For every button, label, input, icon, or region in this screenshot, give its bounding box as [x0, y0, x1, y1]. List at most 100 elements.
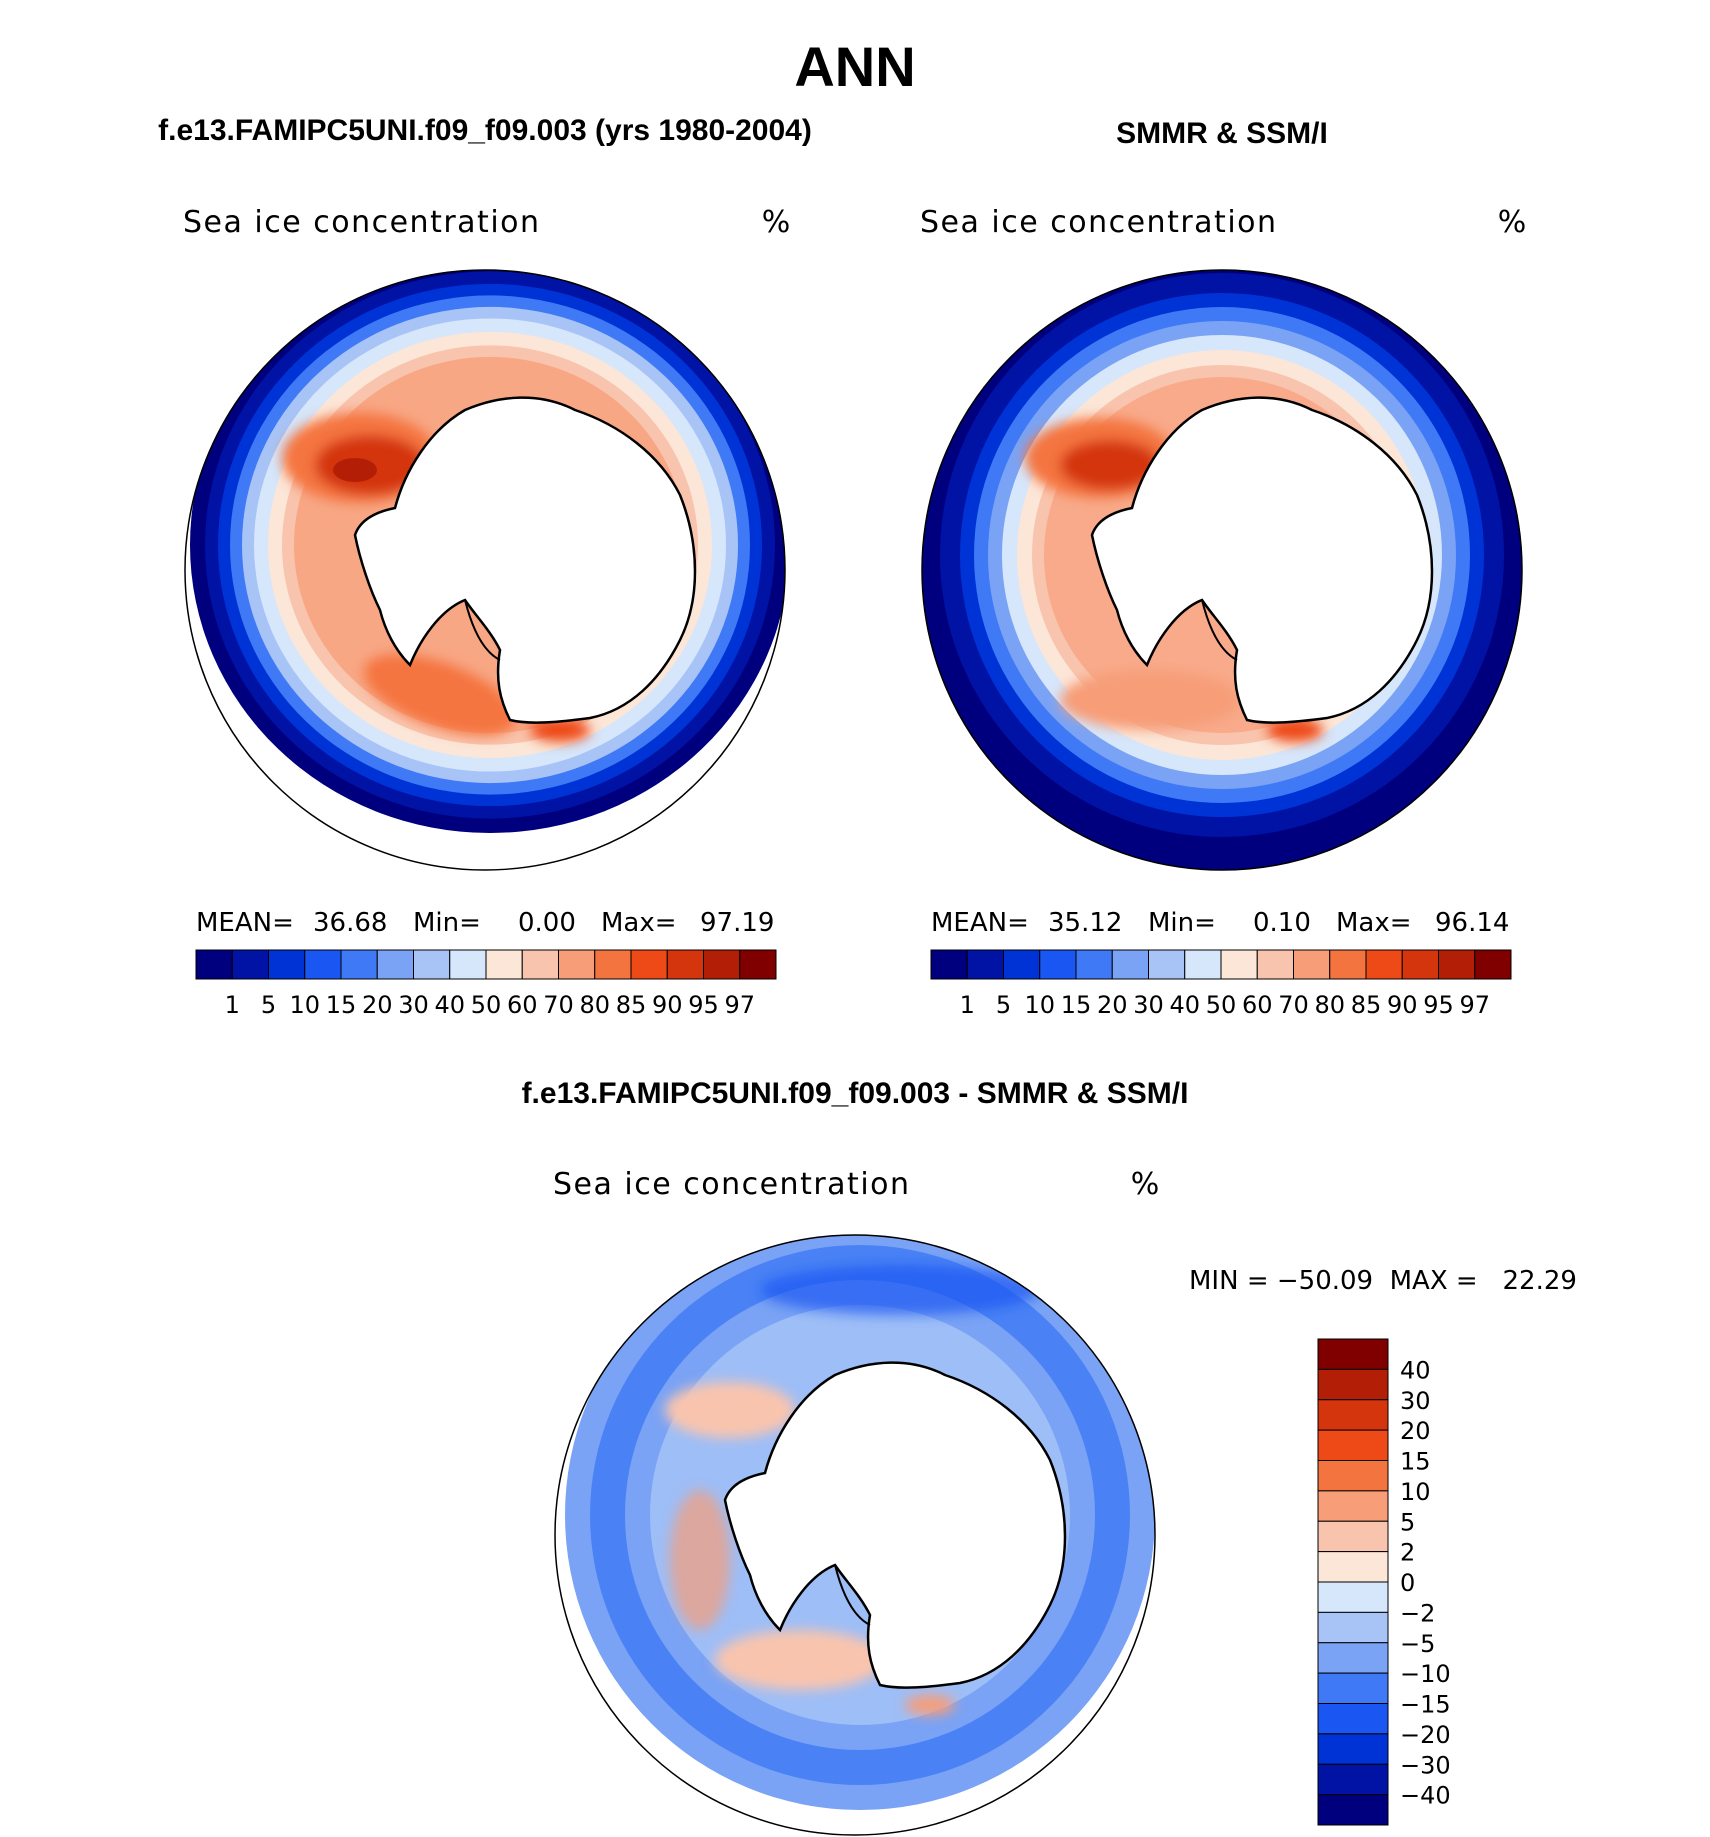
obs-max-value: 96.14: [1435, 908, 1509, 938]
model-min-label: Min=: [413, 908, 481, 938]
model-colorbar-swatch: [376, 949, 414, 980]
model-colorbar-swatch: [630, 949, 668, 980]
model-colorbar-swatch: [231, 949, 269, 980]
diff-colorbar-swatch: [1317, 1733, 1389, 1765]
obs-colorbar-swatch: [1365, 949, 1403, 980]
diff-colorbar-swatch: [1317, 1581, 1389, 1613]
diff-colorbar-tick-label: 5: [1400, 1508, 1415, 1536]
diff-colorbar-swatch: [1317, 1794, 1389, 1826]
obs-colorbar-swatch: [1438, 949, 1476, 980]
obs-colorbar-tick-label: 30: [1133, 991, 1164, 1019]
model-panel-title: f.e13.FAMIPC5UNI.f09_f09.003 (yrs 1980-2…: [158, 114, 812, 147]
model-colorbar-swatch: [485, 949, 523, 980]
diff-colorbar-swatch: [1317, 1611, 1389, 1644]
diff-colorbar-swatch: [1317, 1672, 1389, 1704]
model-colorbar-swatch: [413, 949, 451, 980]
model-colorbar-swatch: [195, 949, 233, 980]
diff-colorbar-tick-label: −40: [1400, 1782, 1451, 1810]
obs-colorbar-tick-label: 15: [1061, 991, 1092, 1019]
obs-colorbar-swatch: [1111, 949, 1149, 980]
model-sea-ice-map: [184, 269, 786, 871]
diff-panel-title: f.e13.FAMIPC5UNI.f09_f09.003 - SMMR & SS…: [522, 1077, 1189, 1110]
obs-colorbar-swatch: [966, 949, 1004, 980]
obs-sea-ice-map: [921, 269, 1523, 871]
model-colorbar-swatch: [739, 949, 777, 980]
diff-variable-label: Sea ice concentration: [553, 1167, 911, 1202]
model-colorbar-tick-label: 80: [579, 991, 610, 1019]
diff-sea-ice-map: [554, 1234, 1156, 1836]
obs-colorbar-swatch: [1474, 949, 1512, 980]
diff-colorbar-swatch: [1317, 1703, 1389, 1735]
obs-min-value: 0.10: [1253, 908, 1311, 938]
obs-colorbar-tick-label: 85: [1351, 991, 1382, 1019]
model-colorbar-tick-label: 97: [724, 991, 755, 1019]
diff-colorbar-swatch: [1317, 1551, 1389, 1583]
obs-colorbar-swatch: [1220, 949, 1258, 980]
model-colorbar-tick-label: 50: [471, 991, 502, 1019]
model-colorbar-swatch: [666, 949, 704, 980]
model-units-label: %: [762, 205, 791, 240]
model-colorbar-tick-label: 60: [507, 991, 538, 1019]
model-colorbar-swatch: [304, 949, 342, 980]
obs-colorbar-swatch: [1184, 949, 1222, 980]
diff-colorbar-swatch: [1317, 1429, 1389, 1461]
diff-colorbar-swatch: [1317, 1368, 1389, 1401]
obs-colorbar-tick-label: 90: [1387, 991, 1418, 1019]
model-colorbar-tick-label: 15: [326, 991, 357, 1019]
model-colorbar-tick-label: 90: [652, 991, 683, 1019]
model-colorbar-swatch: [268, 949, 306, 980]
obs-units-label: %: [1498, 205, 1527, 240]
model-colorbar-tick-label: 40: [434, 991, 465, 1019]
diff-colorbar-swatch: [1317, 1520, 1389, 1553]
model-colorbar-tick-label: 95: [688, 991, 719, 1019]
obs-mean-value: 35.12: [1048, 908, 1122, 938]
diff-colorbar-tick-label: 0: [1400, 1569, 1415, 1597]
season-title: ANN: [794, 35, 915, 98]
diff-colorbar-tick-label: −20: [1400, 1721, 1451, 1749]
diff-colorbar-swatch: [1317, 1763, 1389, 1796]
diff-colorbar-swatch: [1317, 1490, 1389, 1522]
obs-stats: MEAN= 35.12 Min= 0.10 Max= 96.14: [931, 908, 1509, 938]
diff-colorbar-tick-label: 10: [1400, 1478, 1431, 1506]
model-stats: MEAN= 36.68 Min= 0.00 Max= 97.19: [196, 908, 774, 938]
model-max-label: Max=: [601, 908, 677, 938]
diff-colorbar-swatch: [1317, 1642, 1389, 1674]
diff-colorbar-swatch: [1317, 1399, 1389, 1431]
obs-colorbar-tick-label: 80: [1314, 991, 1345, 1019]
diff-colorbar-tick-label: 30: [1400, 1387, 1431, 1415]
obs-variable-label: Sea ice concentration: [920, 205, 1278, 240]
antarctica-landmass: [353, 396, 697, 724]
obs-colorbar-tick-label: 1: [960, 991, 975, 1019]
obs-colorbar-tick-label: 50: [1206, 991, 1237, 1019]
model-colorbar-tick-label: 20: [362, 991, 393, 1019]
diff-units-label: %: [1131, 1167, 1160, 1202]
diff-colorbar-tick-label: −2: [1400, 1599, 1435, 1627]
diff-colorbar-tick-label: 2: [1400, 1539, 1415, 1567]
model-colorbar: 1 5 10 15 20 30 40 50 60 70 80 85 90 95 97: [195, 949, 777, 1019]
obs-colorbar-swatch: [1003, 949, 1041, 980]
model-colorbar-tick-label: 1: [225, 991, 240, 1019]
model-colorbar-swatch: [594, 949, 632, 980]
diff-colorbar-swatch: [1317, 1460, 1389, 1492]
obs-colorbar-tick-label: 70: [1278, 991, 1309, 1019]
model-max-value: 97.19: [700, 908, 774, 938]
model-colorbar-tick-label: 10: [289, 991, 320, 1019]
diff-colorbar-tick-label: −15: [1400, 1691, 1451, 1719]
model-colorbar-tick-label: 85: [616, 991, 647, 1019]
model-mean-label: MEAN=: [196, 908, 294, 938]
diff-colorbar-tick-label: 20: [1400, 1417, 1431, 1445]
obs-colorbar-swatch: [930, 949, 968, 980]
antarctica-landmass: [1090, 396, 1434, 724]
obs-colorbar-tick-label: 60: [1242, 991, 1273, 1019]
obs-colorbar-swatch: [1401, 949, 1439, 980]
obs-colorbar: 1 5 10 15 20 30 40 50 60 70 80 85 90 95 97: [930, 949, 1512, 1019]
obs-mean-label: MEAN=: [931, 908, 1029, 938]
diff-minmax-label: MIN = −50.09 MAX = 22.29: [1189, 1266, 1577, 1296]
obs-colorbar-tick-label: 20: [1097, 991, 1128, 1019]
diff-colorbar-tick-label: −30: [1400, 1751, 1451, 1779]
obs-colorbar-swatch: [1075, 949, 1113, 980]
obs-panel-title: SMMR & SSM/I: [1116, 117, 1328, 150]
obs-colorbar-tick-label: 10: [1024, 991, 1055, 1019]
obs-colorbar-swatch: [1256, 949, 1294, 980]
